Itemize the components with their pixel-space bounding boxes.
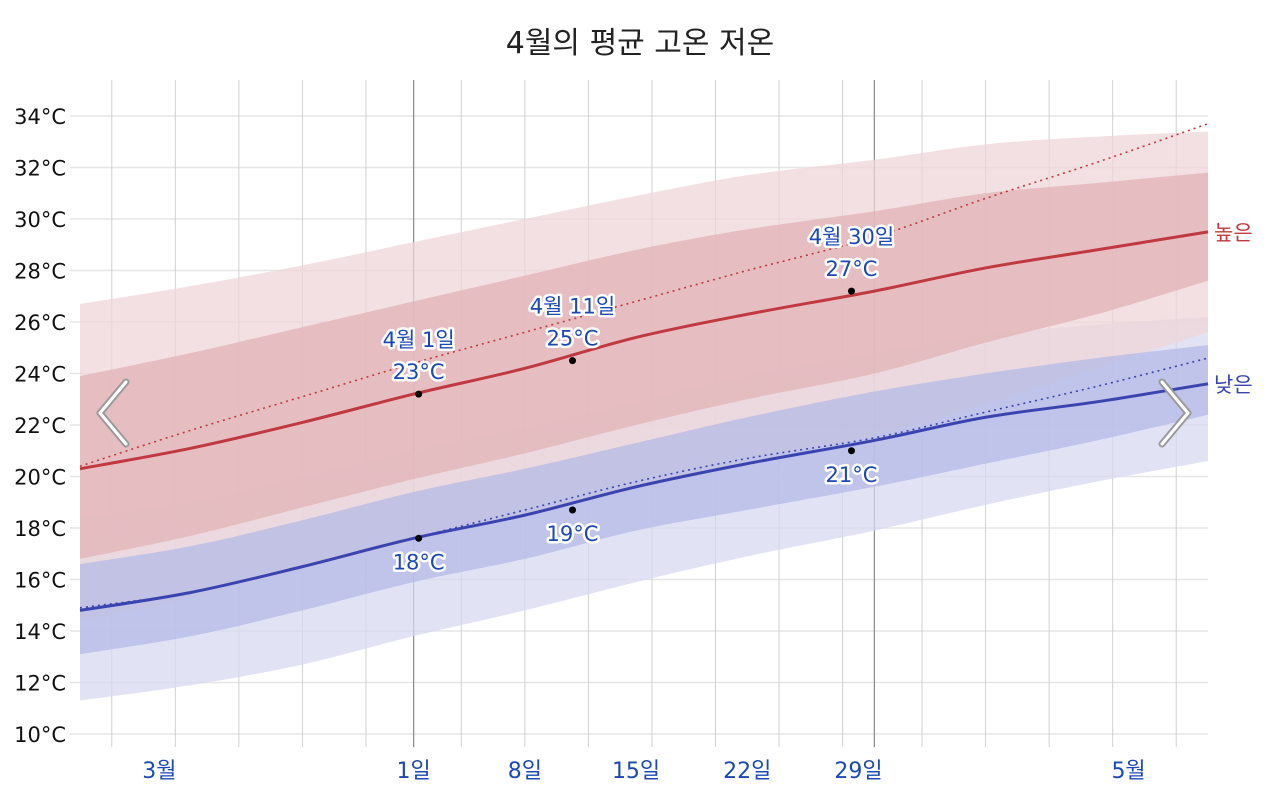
- low-mean-line: [79, 382, 1209, 612]
- band-layer: [80, 131, 1208, 701]
- annotation-value: 18°C: [393, 550, 445, 574]
- x-tick-label: 22일: [723, 759, 771, 784]
- high-trend-line: [79, 122, 1209, 467]
- annotation-dot: [569, 357, 577, 365]
- y-tick-label: 26°C: [14, 311, 66, 335]
- prev-button[interactable]: [92, 378, 136, 448]
- y-tick-label: 32°C: [14, 157, 66, 181]
- y-tick-label: 34°C: [14, 105, 66, 129]
- y-tick-label: 14°C: [14, 620, 66, 644]
- y-tick-label: 20°C: [14, 466, 66, 490]
- y-tick-label: 30°C: [14, 208, 66, 232]
- line-layer: [79, 122, 1209, 612]
- annotation-dot: [415, 534, 423, 542]
- high-band-inner: [80, 172, 1208, 559]
- y-tick-label: 28°C: [14, 260, 66, 284]
- low-band-inner: [80, 345, 1208, 655]
- y-tick-label: 18°C: [14, 517, 66, 541]
- annotation-dot: [569, 506, 577, 514]
- annotation-date: 4월 30일: [809, 225, 894, 249]
- annotation-value: 27°C: [826, 257, 878, 281]
- x-tick-label: 3월: [142, 759, 176, 784]
- annotation-dot: [415, 390, 423, 398]
- annotation-dot: [847, 447, 855, 455]
- y-tick-label: 10°C: [14, 723, 66, 747]
- annotation-date: 4월 1일: [383, 328, 455, 352]
- annotation-value: 23°C: [393, 360, 445, 384]
- chevron-right-icon: [1158, 378, 1192, 448]
- annotation-layer: 23°C 4월 1일 18°C 25°C 4월 11일 19°C 27°C 4월 30일 21°…: [380, 223, 897, 577]
- annotation-value: 19°C: [547, 522, 599, 546]
- series-label-high: 높은: [1214, 221, 1253, 245]
- next-button[interactable]: [1152, 378, 1196, 448]
- x-tick-label: 1일: [397, 759, 431, 784]
- y-tick-label: 24°C: [14, 363, 66, 387]
- axis-layer: 10°C 12°C 14°C 16°C 18°C 20°C 22°C 24°C 26°C 28°C…: [14, 105, 1253, 784]
- annotation-dot: [847, 287, 855, 295]
- x-tick-label: 5월: [1111, 759, 1145, 784]
- y-tick-label: 16°C: [14, 569, 66, 593]
- annotation-date: 4월 11일: [530, 295, 615, 319]
- series-label-low: 낮은: [1214, 373, 1253, 397]
- chevron-left-icon: [96, 378, 130, 448]
- x-tick-label: 15일: [612, 759, 660, 784]
- y-tick-label: 22°C: [14, 414, 66, 438]
- x-tick-label: 8일: [508, 759, 542, 784]
- chart-title: 4월의 평균 고온 저온: [505, 26, 775, 61]
- high-mean-line: [79, 230, 1209, 471]
- y-tick-label: 12°C: [14, 672, 66, 696]
- x-tick-label: 29일: [834, 759, 882, 784]
- annotation-value: 21°C: [826, 463, 878, 487]
- annotation-value: 25°C: [547, 327, 599, 351]
